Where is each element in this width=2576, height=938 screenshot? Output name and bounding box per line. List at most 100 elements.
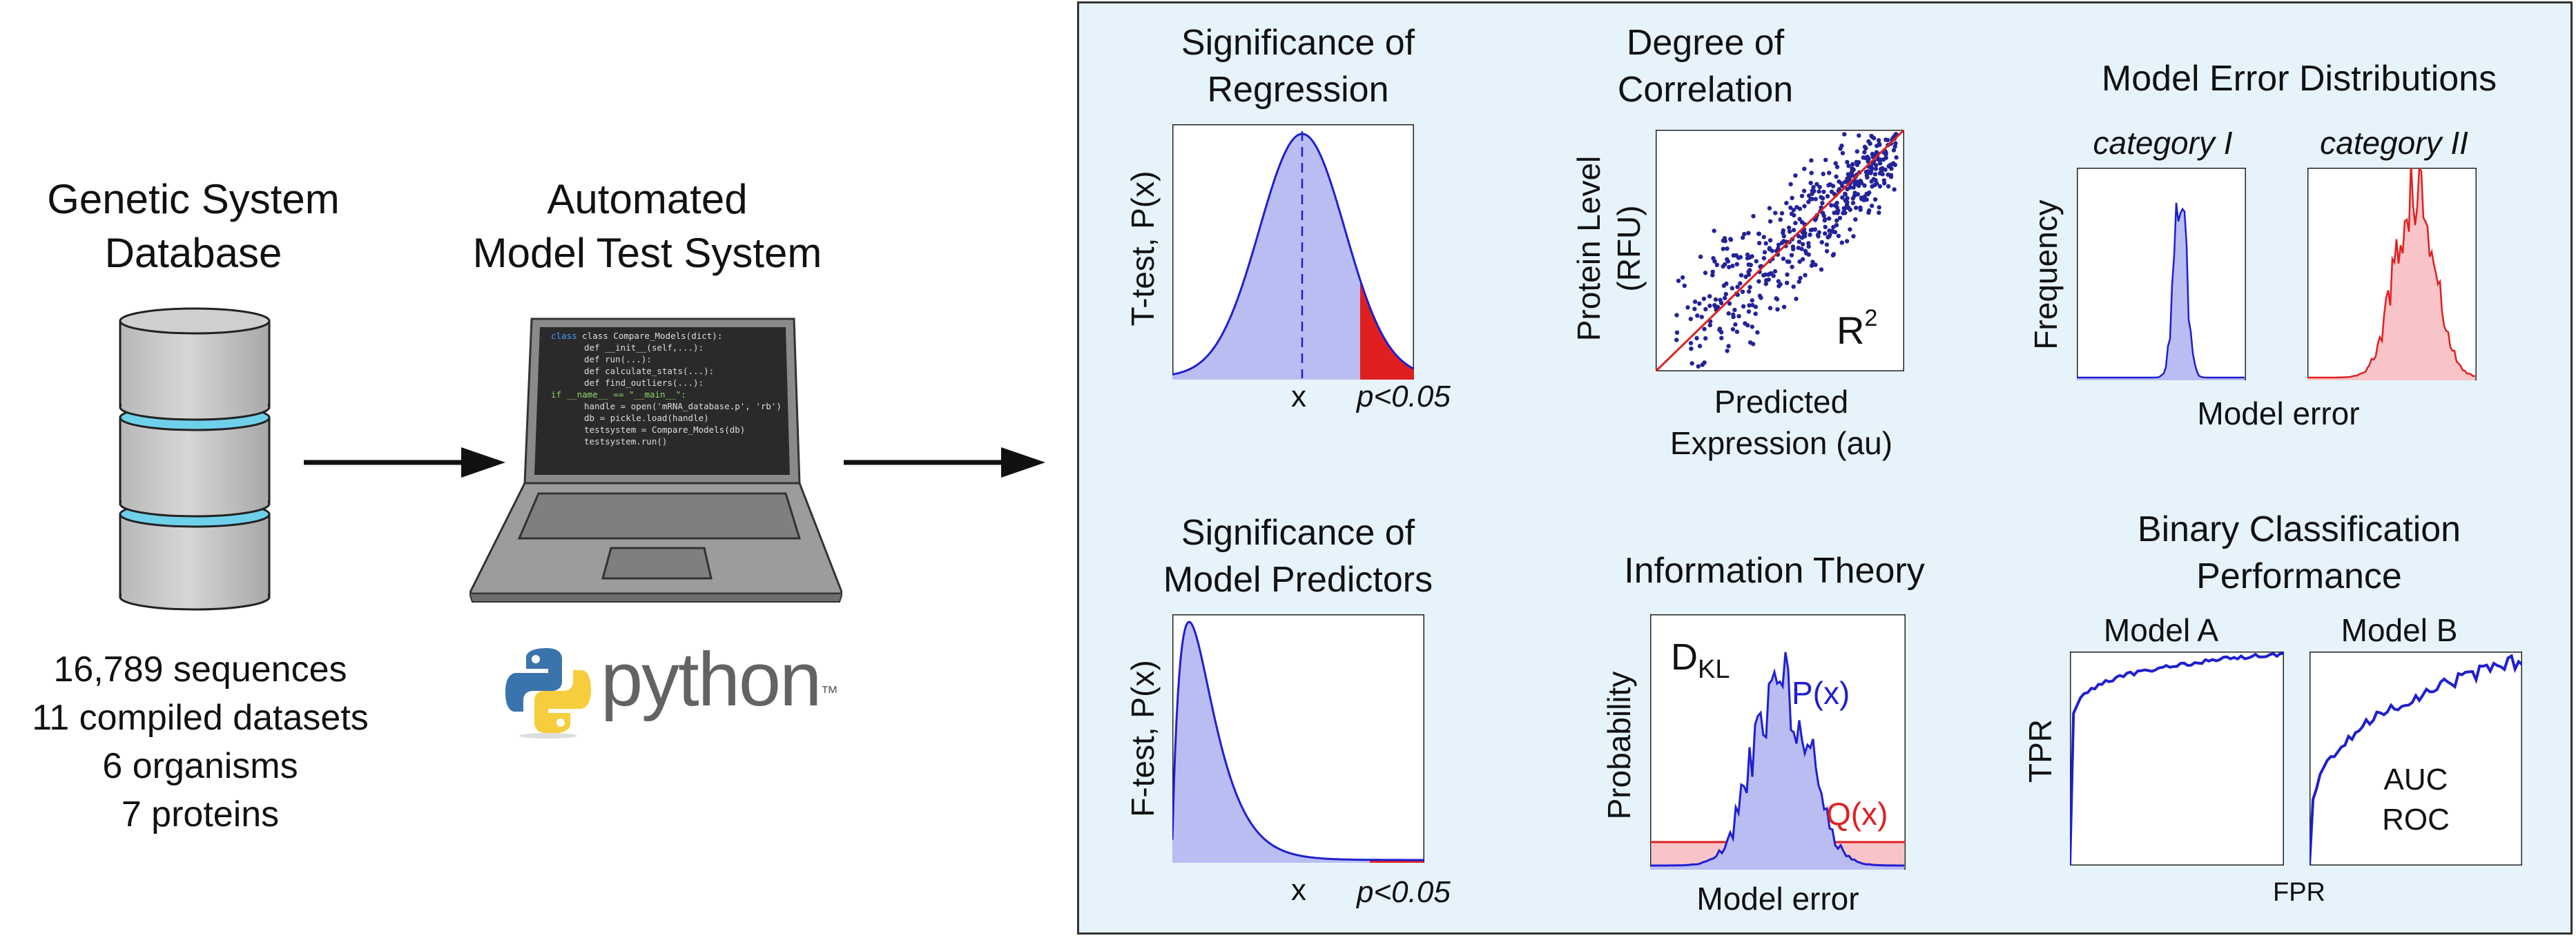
scatter-point [1676,278,1681,283]
scatter-point [1790,195,1794,200]
correlation-xlabel: Predicted Expression (au) [1636,381,1926,464]
code-line: def find_outliers(...): [584,378,704,388]
python-logo-icon [505,648,591,739]
predictors-title-line2: Model Predictors [1163,560,1433,600]
code-line: def calculate_stats(...): [584,366,715,376]
scatter-point [1701,296,1707,301]
arrow-right-icon [304,447,505,478]
scatter-point [1800,242,1805,246]
scatter-point [1710,273,1715,277]
scatter-point [1726,311,1731,316]
scatter-point [1756,241,1762,246]
scatter-point [1746,309,1752,314]
scatter-point [1741,304,1746,309]
scatter-point [1674,338,1679,342]
scatter-point [1695,313,1700,318]
scatter-point [1806,252,1811,257]
scatter-point [1892,144,1897,149]
scatter-point [1713,297,1718,302]
scatter-point [1719,335,1724,340]
scatter-point [1731,312,1736,317]
scatter-point [1829,203,1834,208]
scatter-point [1759,295,1763,300]
scatter-point [1882,181,1887,186]
scatter-point [1718,300,1724,306]
test-system-title-line2: Model Test System [472,230,822,276]
scatter-point [1776,246,1781,251]
scatter-point [1844,239,1850,244]
scatter-point [1870,134,1875,139]
stat-sequences: 16,789 sequences [53,649,347,690]
stat-organisms: 6 organisms [102,746,298,786]
scatter-point [1785,272,1790,277]
scatter-point [1756,279,1761,284]
classification-model-b: Model B [2341,612,2458,648]
scatter-point [1768,238,1773,243]
roc-label: ROC [2382,803,2450,837]
database-stats: 16,789 sequences 11 compiled datasets 6 … [0,645,400,839]
scatter-point [1788,182,1793,187]
scatter-point [1865,175,1870,180]
scatter-point [1817,184,1822,190]
scatter-point [1790,244,1796,249]
scatter-point [1870,204,1875,208]
scatter-point [1756,231,1761,236]
scatter-point [1848,207,1852,212]
scatter-point [1877,161,1883,166]
scatter-point [1848,227,1852,232]
scatter-point [1761,255,1767,261]
scatter-point [1733,322,1738,327]
scatter-point [1842,132,1847,137]
information-xlabel: Model error [1696,881,1859,917]
predictors-xlabel: x [1291,873,1306,907]
scatter-point [1839,240,1844,245]
correlation-ylabel-line1: Protein Level [1571,155,1607,342]
scatter-point [1845,195,1850,201]
scatter-point [1772,268,1778,274]
scatter-point [1710,269,1715,274]
scatter-point [1746,272,1752,277]
scatter-point [1688,340,1694,346]
scatter-point [1866,210,1871,215]
python-wordmark-text: python [601,637,822,722]
scatter-point [1726,344,1731,349]
scatter-point [1674,313,1679,317]
scatter-point [1856,184,1861,188]
scatter-point [1699,315,1704,320]
scatter-point [1859,195,1864,200]
scatter-point [1746,231,1751,235]
scatter-point [1823,224,1828,229]
predictors-plot [1172,614,1424,863]
scatter-point [1736,313,1741,319]
scatter-point [1784,201,1789,206]
scatter-point [1802,166,1807,171]
classification-model-a: Model A [2103,612,2219,648]
scatter-point [1853,217,1858,222]
scatter-point [1764,277,1769,283]
scatter-point [1776,279,1781,284]
scatter-point [1688,316,1693,322]
scatter-point [1843,211,1848,215]
regression-title-line2: Regression [1207,70,1389,110]
scatter-point [1817,189,1821,194]
scatter-point [1762,250,1768,255]
scatter-point [1879,166,1883,172]
scatter-point [1800,257,1805,262]
scatter-point [1826,235,1830,240]
scatter-point [1781,231,1785,235]
p-distribution-label: P(x) [1792,675,1850,711]
scatter-point [1674,330,1680,335]
scatter-point [1730,264,1735,268]
scatter-point [1797,217,1802,222]
scatter-point [1692,306,1697,311]
scatter-point [1763,241,1768,246]
code-line: def run(...): [584,354,652,364]
scatter-point [1862,150,1867,155]
scatter-point [1850,200,1856,206]
scatter-point [1730,286,1734,291]
scatter-point [1799,193,1805,199]
code-line: testsystem.run() [584,436,668,447]
scatter-point [1682,283,1687,289]
scatter-point [1794,296,1799,302]
scatter-point [1883,155,1888,160]
